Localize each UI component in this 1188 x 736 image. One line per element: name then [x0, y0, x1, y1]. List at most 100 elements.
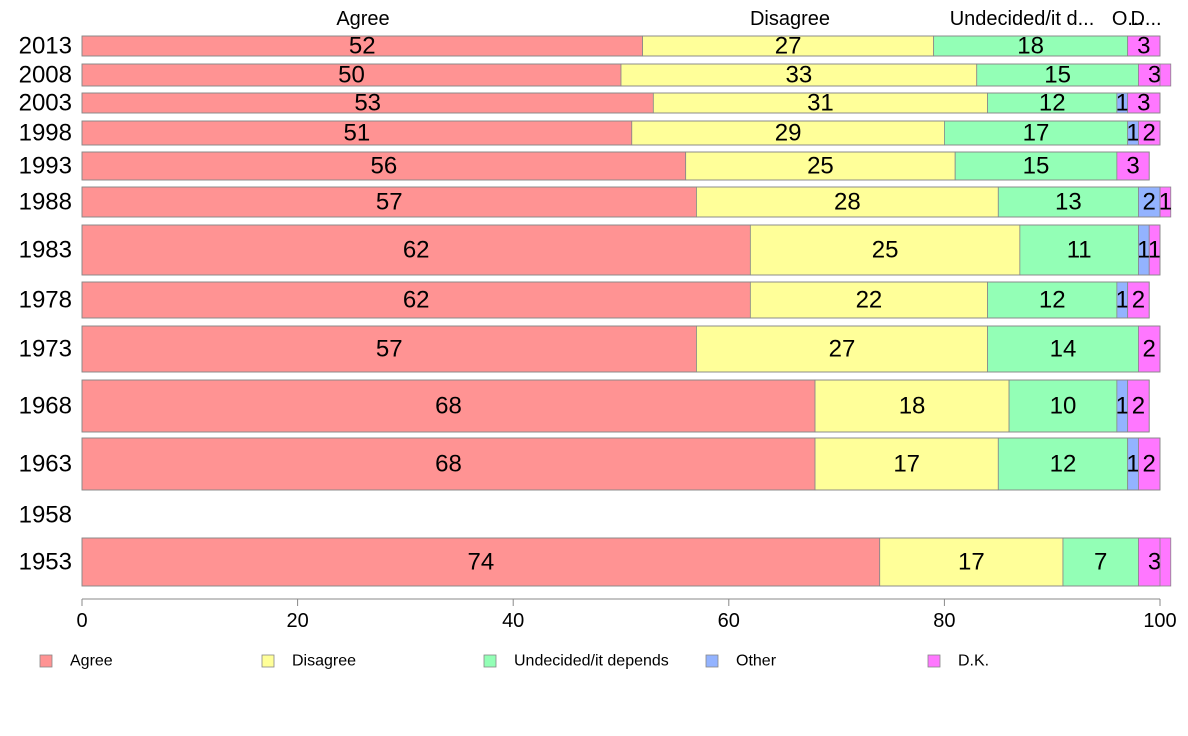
bar-segment-1993-agree — [81, 151, 687, 181]
data-label-2008-agree: 50 — [338, 62, 365, 89]
bar-segment-1998-disagree — [631, 120, 945, 146]
bar-segment-1953-d-k- — [1138, 537, 1172, 587]
year-label-1988: 1988 — [19, 189, 72, 216]
bar-segment-1978-disagree — [749, 281, 988, 319]
year-label-1958: 1958 — [19, 502, 72, 529]
year-label-1993: 1993 — [19, 153, 72, 180]
bar-segment-1968-agree — [81, 379, 816, 433]
bar-outline-1963 — [81, 437, 1161, 491]
data-label-1993-disagree: 25 — [807, 153, 834, 180]
data-label-2008-disagree: 33 — [786, 62, 813, 89]
bar-outline-1988 — [81, 186, 1161, 218]
data-label-1963-other: 1 — [1126, 451, 1139, 478]
data-label-1978-undecided-it-depends: 12 — [1039, 287, 1066, 314]
year-label-1963: 1963 — [19, 451, 72, 478]
data-label-1988-undecided-it-depends: 13 — [1055, 189, 1082, 216]
data-label-1963-agree: 68 — [435, 451, 462, 478]
data-label-1988-other: 2 — [1143, 189, 1156, 216]
x-tick-label-20: 20 — [286, 610, 308, 632]
bar-segment-1953-disagree — [879, 537, 1064, 587]
bar-outline-1973 — [81, 325, 1161, 373]
x-tick-label-60: 60 — [718, 610, 740, 632]
data-label-1983-agree: 62 — [403, 237, 430, 264]
data-label-1953-disagree: 17 — [958, 549, 985, 576]
bar-outline-2003 — [81, 92, 1161, 114]
data-label-1978-disagree: 22 — [856, 287, 883, 314]
data-label-1978-d-k-: 2 — [1132, 287, 1145, 314]
bar-segment-1973-undecided-it-depends — [987, 325, 1139, 373]
data-label-1968-other: 1 — [1116, 393, 1129, 420]
data-label-2003-d-k-: 3 — [1137, 90, 1150, 117]
data-label-1973-d-k-: 2 — [1143, 336, 1156, 363]
bar-segment-1963-disagree — [814, 437, 999, 491]
x-tick-label-80: 80 — [933, 610, 955, 632]
year-label-2008: 2008 — [19, 62, 72, 89]
top-label-1: Disagree — [750, 8, 830, 30]
data-label-1998-d-k-: 2 — [1143, 120, 1156, 147]
data-label-2003-disagree: 31 — [807, 90, 834, 117]
bar-segment-1953-undecided-it-depends — [1062, 537, 1139, 587]
bar-outline-1953 — [81, 537, 1161, 587]
data-label-1973-agree: 57 — [376, 336, 403, 363]
bars: 52 27 18 350 33 15 353 31 12 1 351 29 17 1 256 25 15 357 2… — [81, 33, 1172, 587]
legend-swatch-other — [705, 654, 719, 668]
year-label-1973: 1973 — [19, 336, 72, 363]
x-tick-label-0: 0 — [76, 610, 87, 632]
bar-segment-1983-undecided-it-depends — [1019, 224, 1139, 276]
legend-swatch-disagree — [261, 654, 275, 668]
data-label-1998-agree: 51 — [344, 120, 371, 147]
top-label-2: Undecided/it d... — [950, 8, 1095, 30]
data-label-2013-undecided-it-depends: 18 — [1017, 33, 1044, 60]
bar-outline-2013 — [81, 35, 1161, 57]
data-label-1963-undecided-it-depends: 12 — [1050, 451, 1077, 478]
data-label-1988-d-k-: 1 — [1159, 189, 1172, 216]
top-labels: Agree Disagree Undecided/it d... O...D... — [336, 8, 1161, 30]
data-label-1998-disagree: 29 — [775, 120, 802, 147]
data-label-1978-agree: 62 — [403, 287, 430, 314]
bar-outline-1998 — [81, 120, 1161, 146]
legend-swatch-undecided-it-depends — [483, 654, 497, 668]
data-label-1993-agree: 56 — [370, 153, 397, 180]
data-label-2013-d-k-: 3 — [1137, 33, 1150, 60]
year-label-2013: 2013 — [19, 33, 72, 60]
data-label-1953-d-k-: 3 — [1148, 549, 1161, 576]
top-label-3: O... — [1112, 8, 1144, 30]
data-label-1988-agree: 57 — [376, 189, 403, 216]
legend-label-disagree: Disagree — [292, 653, 356, 670]
data-label-1973-disagree: 27 — [829, 336, 856, 363]
data-label-1953-agree: 74 — [468, 549, 495, 576]
legend-label-other: Other — [736, 653, 777, 670]
bar-segment-1968-disagree — [814, 379, 1010, 433]
legend-label-agree: Agree — [70, 653, 113, 670]
data-label-1983-other: 1 — [1137, 237, 1150, 264]
top-label-0: Agree — [336, 8, 389, 30]
year-label-2003: 2003 — [19, 90, 72, 117]
bar-outline-1983 — [81, 224, 1161, 276]
data-label-2008-d-k-: 3 — [1148, 62, 1161, 89]
bar-outline-2008 — [81, 63, 1161, 87]
data-label-2003-other: 1 — [1116, 90, 1129, 117]
data-label-2003-agree: 53 — [354, 90, 381, 117]
data-label-1963-disagree: 17 — [893, 451, 920, 478]
bar-segment-1988-disagree — [696, 186, 999, 218]
top-label-4: D... — [1130, 8, 1161, 30]
year-label-1968: 1968 — [19, 393, 72, 420]
data-label-1963-d-k-: 2 — [1143, 451, 1156, 478]
bar-outline-1993 — [81, 151, 1150, 181]
bar-outline-1978 — [81, 281, 1150, 319]
legend-swatch-d-k- — [927, 654, 941, 668]
data-label-1978-other: 1 — [1116, 287, 1129, 314]
data-label-1983-undecided-it-depends: 11 — [1067, 237, 1092, 264]
data-label-1983-d-k-: 1 — [1148, 237, 1161, 264]
year-label-1953: 1953 — [19, 549, 72, 576]
legend-swatch-agree — [39, 654, 53, 668]
data-label-1953-undecided-it-depends: 7 — [1094, 549, 1107, 576]
data-label-2013-agree: 52 — [349, 33, 376, 60]
year-label-1978: 1978 — [19, 287, 72, 314]
x-tick-label-100: 100 — [1143, 610, 1176, 632]
year-label-1983: 1983 — [19, 237, 72, 264]
data-label-2003-undecided-it-depends: 12 — [1039, 90, 1066, 117]
x-axis: 0 20 40 60 80 100 — [76, 598, 1177, 632]
